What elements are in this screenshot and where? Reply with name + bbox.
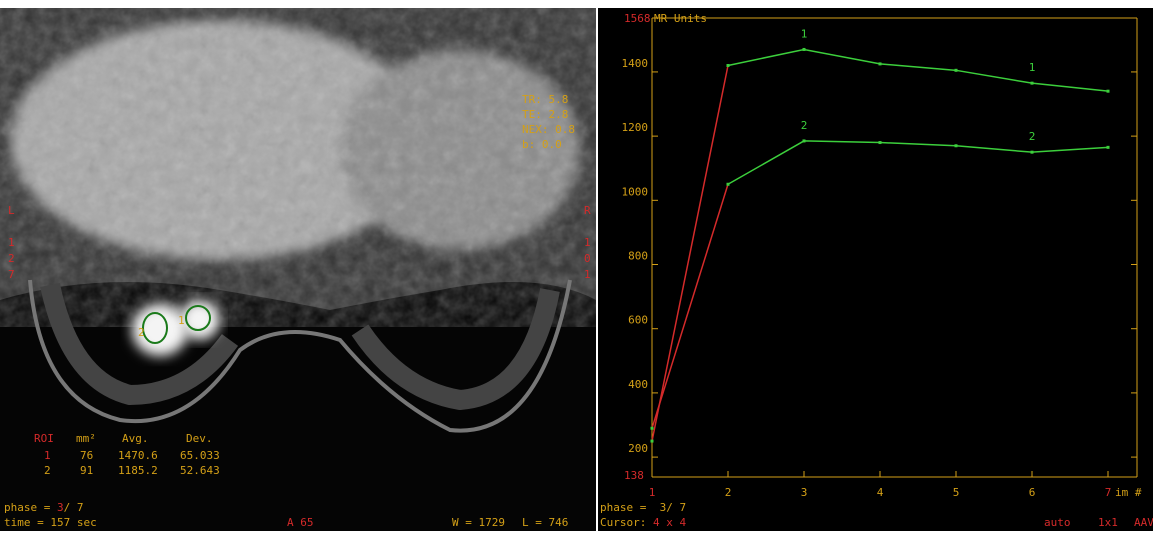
ylim-label: 1568 (624, 12, 651, 25)
table-cell: 52.643 (180, 464, 220, 477)
point (1031, 151, 1034, 154)
zoom: auto (1044, 516, 1071, 529)
phase-current: 3 (57, 501, 64, 514)
param: b: 0.0 (522, 138, 562, 151)
y-tick-label: 1000 (622, 185, 649, 198)
point (727, 183, 730, 186)
point (879, 141, 882, 144)
x-axis-label: im # (1115, 486, 1142, 499)
x-tick-label: 3 (801, 486, 808, 499)
phase-label: phase = (4, 501, 57, 514)
roi-label: 1 (178, 314, 185, 327)
table-cell: 1185.2 (118, 464, 158, 477)
code: 1 (584, 268, 591, 281)
point (955, 144, 958, 147)
code: 0 (584, 252, 591, 265)
y-tick-label: 1400 (622, 57, 649, 70)
point (1107, 146, 1110, 149)
table-header: Dev. (186, 432, 213, 445)
y-tick-label: 1200 (622, 121, 649, 134)
table-cell: 1470.6 (118, 449, 158, 462)
x-tick-label: 2 (725, 486, 732, 499)
x-tick-label: 5 (953, 486, 960, 499)
screen: 2 1 TR: 5.8 TE: 2.8 NEX: 0.8 b: 0.0 L R … (0, 0, 1153, 531)
point (727, 64, 730, 67)
table-cell: 65.033 (180, 449, 220, 462)
point (1107, 90, 1110, 93)
window: W = 1729 (452, 516, 505, 529)
point (803, 48, 806, 51)
series-label: 2 (801, 119, 808, 132)
x-tick-label: 4 (877, 486, 884, 499)
y-tick-label: 600 (628, 314, 648, 327)
cursor-label: Cursor: (600, 516, 646, 529)
param: TR: 5.8 (522, 93, 568, 106)
series-label: 1 (801, 27, 808, 40)
y-tick-label: 200 (628, 442, 648, 455)
point (651, 427, 654, 430)
angle: A 65 (287, 516, 314, 529)
roi-label: 2 (138, 326, 145, 339)
phase-total: / 7 (64, 501, 84, 514)
x-tick-label: 6 (1029, 486, 1036, 499)
point (1031, 82, 1034, 85)
table-cell: 76 (80, 449, 93, 462)
table-header: ROI (34, 432, 54, 445)
chart-panel: phase = 3/ 7 Cursor: 4 x 4 auto 1x1 AAV … (598, 8, 1153, 531)
point (955, 69, 958, 72)
code: 1 (8, 236, 15, 249)
point (803, 139, 806, 142)
point (879, 62, 882, 65)
code: 2 (8, 252, 15, 265)
image-panel: 2 1 TR: 5.8 TE: 2.8 NEX: 0.8 b: 0.0 L R … (0, 8, 596, 531)
table-header: Avg. (122, 432, 149, 445)
y-tick-label: 800 (628, 250, 648, 263)
code: 1 (584, 236, 591, 249)
series-label: 1 (1029, 61, 1036, 74)
series-label: 2 (1029, 130, 1036, 143)
chart-title: MR Units (654, 12, 707, 25)
level: L = 746 (522, 516, 568, 529)
phase: phase = 3/ 7 (4, 501, 83, 514)
point (651, 440, 654, 443)
param: TE: 2.8 (522, 108, 568, 121)
code: 7 (8, 268, 15, 281)
cursor-value: 4 x 4 (653, 516, 686, 529)
scale: 1x1 (1098, 516, 1118, 529)
side-marker: R (584, 204, 591, 217)
param: NEX: 0.8 (522, 123, 575, 136)
table-header: mm² (76, 432, 96, 445)
table-cell: 2 (44, 464, 51, 477)
x-tick-label: 1 (649, 486, 656, 499)
cursor: Cursor: 4 x 4 (600, 516, 686, 529)
y-tick-label: 400 (628, 378, 648, 391)
table-cell: 1 (44, 449, 51, 462)
mode: AAV (1134, 516, 1153, 529)
x-tick-label: 7 (1105, 486, 1112, 499)
side-marker: L (8, 204, 15, 217)
ylim-label: 138 (624, 469, 644, 482)
footer-phase: phase = 3/ 7 (600, 501, 686, 514)
time: time = 157 sec (4, 516, 97, 529)
table-cell: 91 (80, 464, 93, 477)
